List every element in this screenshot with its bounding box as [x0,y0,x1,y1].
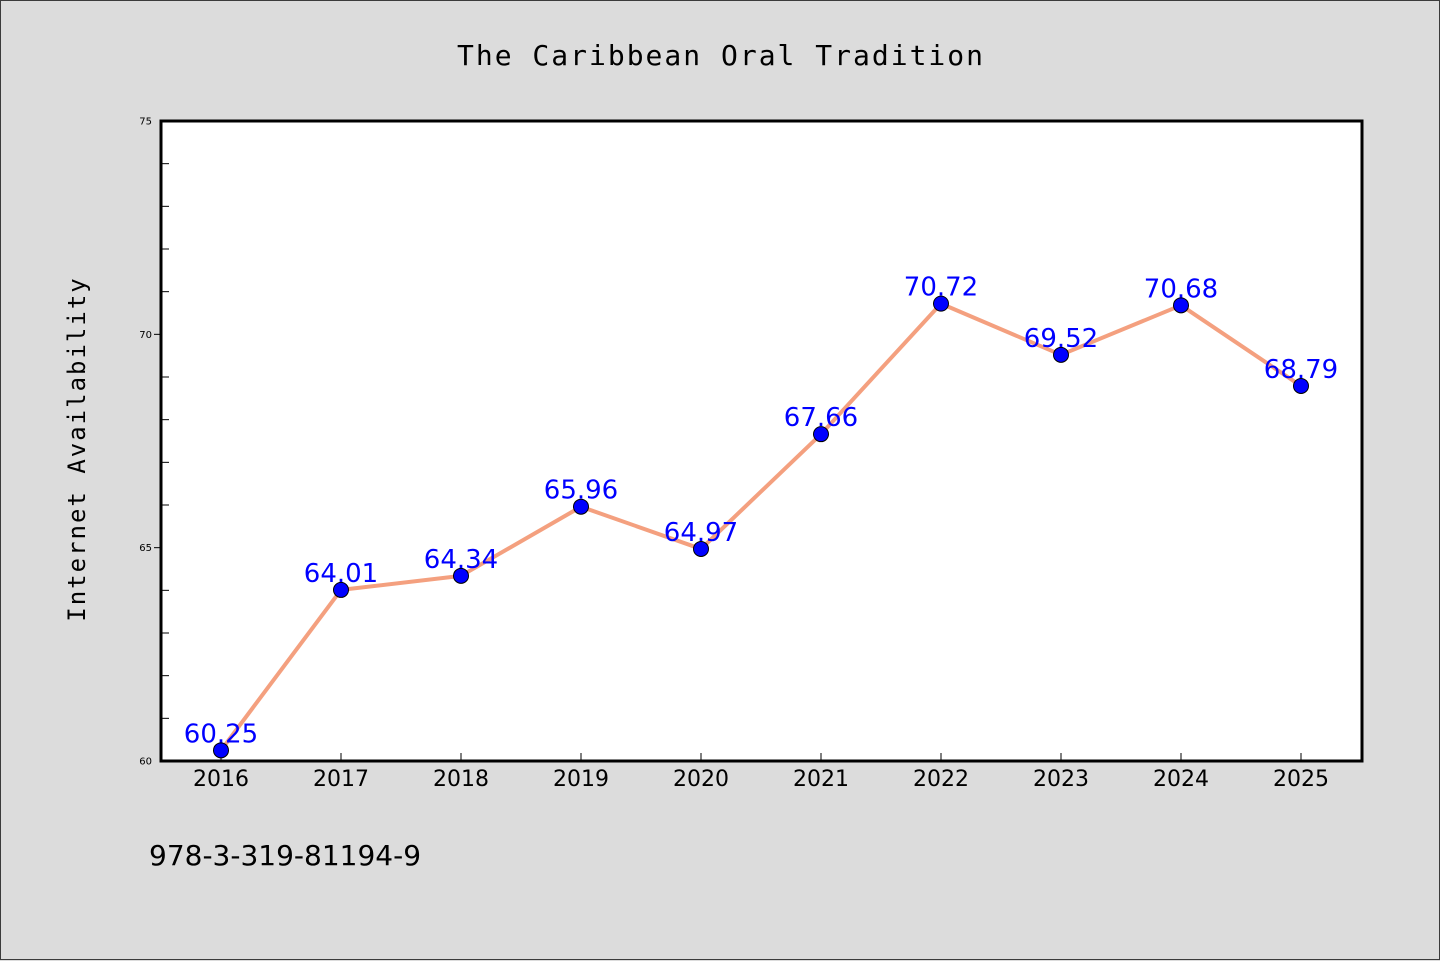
data-label: 70.72 [904,273,978,303]
data-label: 65.96 [544,476,618,506]
isbn-footnote: 978-3-319-81194-9 [149,839,421,872]
plot-area [159,119,1364,763]
x-axis-ticks: 2016 2017 2018 2019 2020 2021 2022 2023 2024 2025 [193,753,1329,792]
x-tick-label: 2021 [793,767,849,792]
x-tick-label: 2016 [193,767,249,792]
data-point-marker [1053,346,1069,363]
data-labels: 60.25 64.01 64.34 65.96 64.97 67.66 70.72 69.52… [184,273,1338,750]
series-layer [213,295,1309,759]
data-point-marker [1173,297,1189,314]
y-axis-ticks: 60 65 70 75 [139,117,169,768]
x-tick-label: 2018 [433,767,489,792]
data-point-marker [213,742,229,759]
series-line [219,301,1303,753]
data-point-marker [453,567,469,584]
x-tick-label: 2024 [1153,767,1209,792]
data-label: 67.66 [784,403,858,433]
x-tick-label: 2019 [553,767,609,792]
y-tick-label: 60 [139,757,152,768]
data-label: 60.25 [184,719,258,749]
x-tick-label: 2017 [313,767,369,792]
data-point-marker [333,581,349,598]
y-tick-label: 65 [139,543,152,554]
data-label: 68.79 [1264,355,1338,385]
data-point-marker [1293,377,1309,394]
y-tick-label: 75 [139,117,152,128]
y-axis-label: Internet Availability [63,276,91,621]
data-label: 69.52 [1024,324,1098,354]
x-tick-label: 2022 [913,767,969,792]
data-label: 64.34 [424,545,498,575]
data-point-marker [573,498,589,515]
data-label: 64.01 [304,559,378,589]
x-tick-label: 2020 [673,767,729,792]
data-point-marker [933,295,949,312]
data-point-marker [693,540,709,557]
data-label: 64.97 [664,518,738,548]
y-tick-label: 70 [139,330,152,341]
x-tick-label: 2023 [1033,767,1089,792]
data-point-marker [813,426,829,443]
x-tick-label: 2025 [1273,767,1329,792]
chart-title: The Caribbean Oral Tradition [457,39,985,72]
data-label: 70.68 [1144,274,1218,304]
